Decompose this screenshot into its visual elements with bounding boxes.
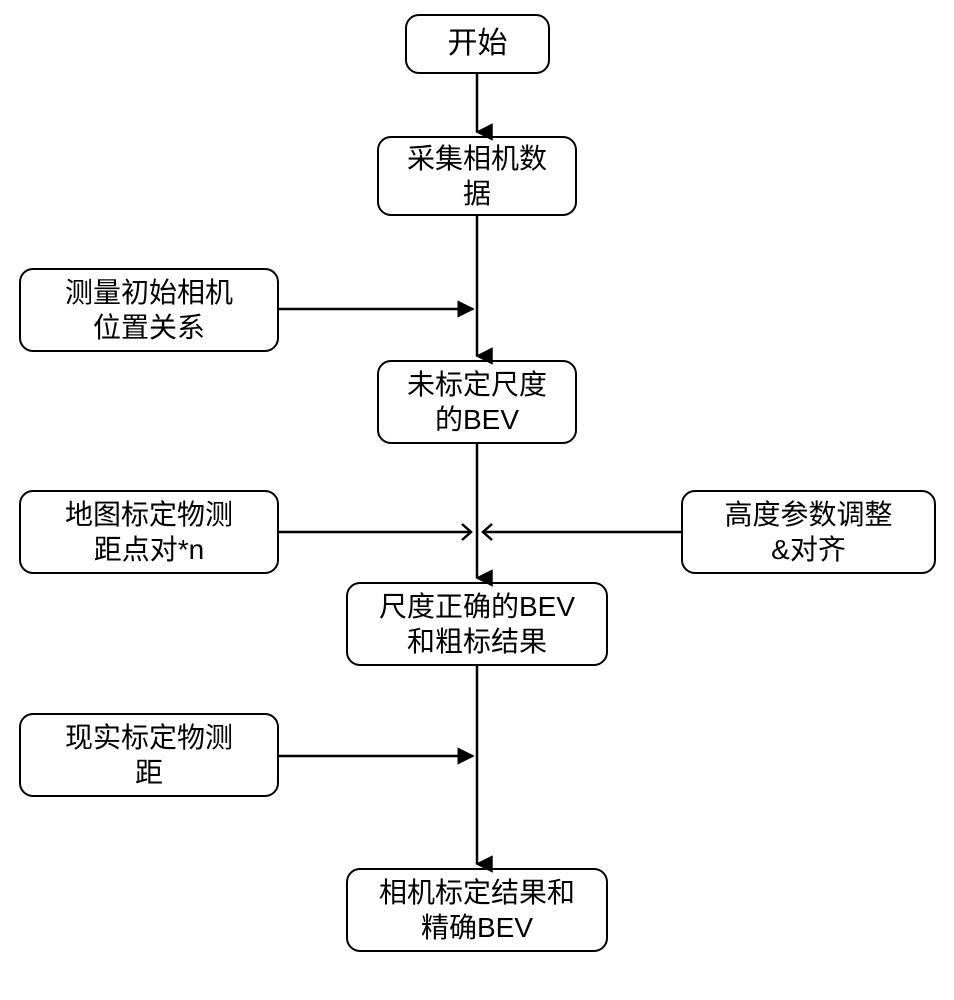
node-label: 测量初始相机位置关系 bbox=[65, 275, 233, 345]
node-label: 现实标定物测距 bbox=[65, 720, 233, 790]
node-label: 采集相机数据 bbox=[407, 141, 547, 211]
node-label: 相机标定结果和精确BEV bbox=[379, 875, 575, 945]
node-label: 地图标定物测距点对*n bbox=[65, 497, 233, 567]
node-height-param: 高度参数调整&对齐 bbox=[681, 490, 936, 574]
node-collect: 采集相机数据 bbox=[377, 136, 577, 216]
node-map-marker: 地图标定物测距点对*n bbox=[19, 490, 279, 574]
node-start: 开始 bbox=[405, 14, 550, 74]
node-scaled-bev: 尺度正确的BEV和粗标结果 bbox=[346, 582, 608, 666]
node-label: 尺度正确的BEV和粗标结果 bbox=[379, 589, 575, 659]
node-label: 未标定尺度的BEV bbox=[407, 367, 547, 437]
node-measure-init: 测量初始相机位置关系 bbox=[19, 268, 279, 352]
node-unscaled-bev: 未标定尺度的BEV bbox=[377, 360, 577, 444]
node-label: 开始 bbox=[448, 25, 508, 63]
node-real-marker: 现实标定物测距 bbox=[19, 713, 279, 797]
node-label: 高度参数调整&对齐 bbox=[724, 497, 892, 567]
node-result: 相机标定结果和精确BEV bbox=[346, 868, 608, 952]
